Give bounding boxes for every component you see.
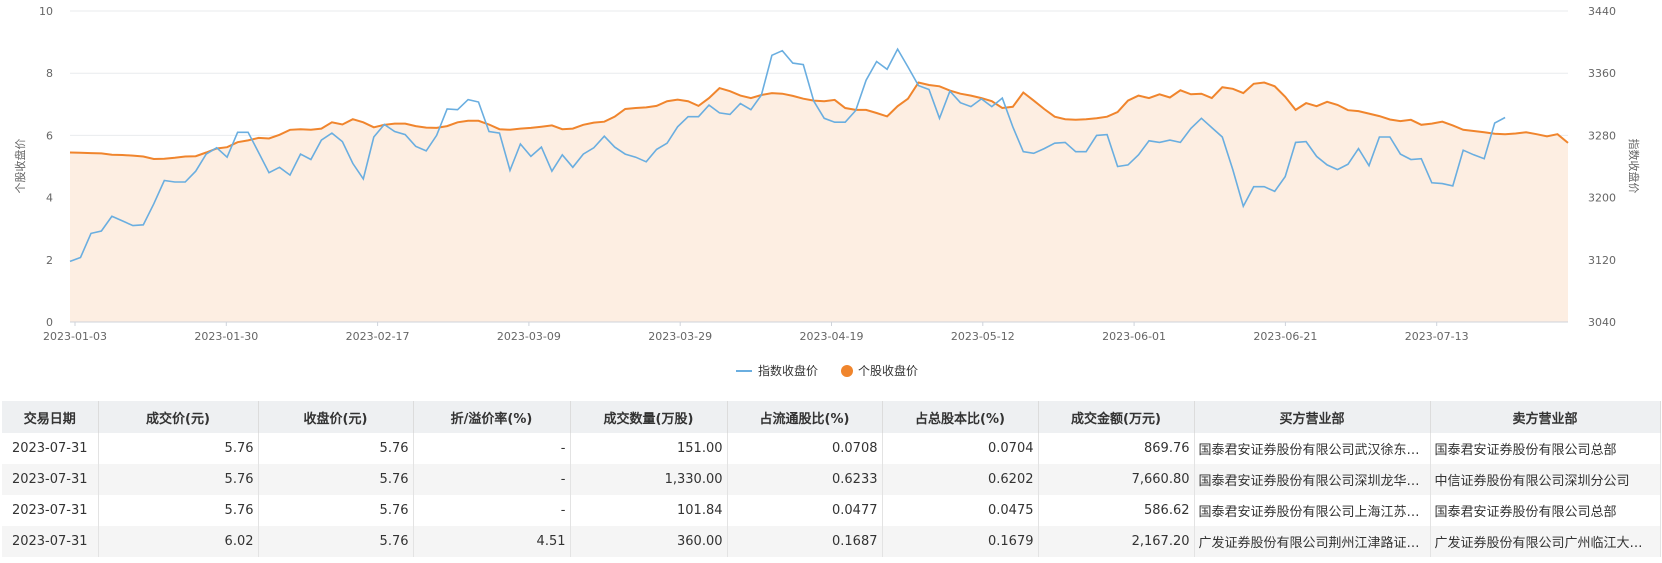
cell-close-price: 5.76 [258,433,414,464]
cell-total-ratio: 0.6202 [882,464,1039,495]
x-tick-label: 2023-03-29 [648,330,712,343]
block-trade-table-container: 交易日期 成交价(元) 收盘价(元) 折/溢价率(%) 成交数量(万股) 占流通… [2,401,1662,557]
cell-trade-date: 2023-07-31 [2,495,99,526]
cell-total-ratio: 0.0475 [882,495,1039,526]
cell-amount: 586.62 [1038,495,1195,526]
cell-trade-date: 2023-07-31 [2,464,99,495]
right-y-tick-label: 3120 [1588,254,1616,267]
cell-premium-rate: - [413,464,571,495]
cell-close-price: 5.76 [258,526,414,557]
legend: 指数收盘价 个股收盘价 [736,363,918,378]
cell-volume: 101.84 [570,495,728,526]
col-header-total-ratio[interactable]: 占总股本比(%) [882,401,1039,433]
x-tick-label: 2023-03-09 [497,330,561,343]
left-y-axis-label: 个股收盘价 [13,139,27,194]
cell-amount: 7,660.80 [1038,464,1195,495]
col-header-trade-price[interactable]: 成交价(元) [98,401,259,433]
cell-float-ratio: 0.6233 [727,464,883,495]
cell-close-price: 5.76 [258,495,414,526]
cell-float-ratio: 0.0708 [727,433,883,464]
cell-trade-price: 5.76 [98,495,259,526]
col-header-seller[interactable]: 卖方营业部 [1430,401,1661,433]
legend-dot-icon [841,365,853,377]
x-tick-label: 2023-05-12 [951,330,1015,343]
cell-trade-date: 2023-07-31 [2,526,99,557]
cell-volume: 360.00 [570,526,728,557]
x-tick-label: 2023-04-19 [800,330,864,343]
right-y-tick-label: 3440 [1588,5,1616,18]
cell-amount: 2,167.20 [1038,526,1195,557]
cell-seller[interactable]: 国泰君安证券股份有限公司总部 [1430,495,1661,526]
left-y-axis-ticks: 0 2 4 6 8 10 [39,5,53,329]
col-header-close-price[interactable]: 收盘价(元) [258,401,414,433]
cell-trade-price: 5.76 [98,433,259,464]
table-row: 2023-07-31 5.76 5.76 - 101.84 0.0477 0.0… [2,495,1661,526]
cell-premium-rate: - [413,495,571,526]
cell-trade-price: 5.76 [98,464,259,495]
left-y-tick-label: 2 [46,254,53,267]
right-y-tick-label: 3200 [1588,192,1616,205]
cell-volume: 151.00 [570,433,728,464]
left-y-tick-label: 10 [39,5,53,18]
cell-float-ratio: 0.1687 [727,526,883,557]
price-chart: 2023-01-03 2023-01-30 2023-02-17 2023-03-09… [13,5,1641,378]
cell-seller[interactable]: 国泰君安证券股份有限公司总部 [1430,433,1661,464]
table-row: 2023-07-31 5.76 5.76 - 151.00 0.0708 0.0… [2,433,1661,464]
x-tick-label: 2023-01-03 [43,330,107,343]
col-header-volume[interactable]: 成交数量(万股) [570,401,728,433]
cell-volume: 1,330.00 [570,464,728,495]
table-row: 2023-07-31 6.02 5.76 4.51 360.00 0.1687 … [2,526,1661,557]
legend-item-stock[interactable]: 个股收盘价 [841,363,918,378]
right-y-axis-label: 指数收盘价 [1627,139,1641,194]
col-header-buyer[interactable]: 买方营业部 [1194,401,1431,433]
col-header-amount[interactable]: 成交金额(万元) [1038,401,1195,433]
left-y-tick-label: 6 [46,129,53,142]
x-axis-ticks: 2023-01-03 2023-01-30 2023-02-17 2023-03-09… [43,322,1469,343]
stock-price-area [70,82,1568,322]
cell-total-ratio: 0.1679 [882,526,1039,557]
x-tick-label: 2023-01-30 [194,330,258,343]
right-y-tick-label: 3360 [1588,67,1616,80]
right-y-axis-ticks: 3040 3120 3200 3280 3360 3440 [1588,5,1616,329]
col-header-trade-date[interactable]: 交易日期 [2,401,99,433]
cell-buyer[interactable]: 国泰君安证券股份有限公司深圳龙华证券营业部 [1194,464,1431,495]
cell-float-ratio: 0.0477 [727,495,883,526]
cell-premium-rate: 4.51 [413,526,571,557]
x-tick-label: 2023-07-13 [1405,330,1469,343]
cell-seller[interactable]: 广发证券股份有限公司广州临江大道证券营业部 [1430,526,1661,557]
cell-total-ratio: 0.0704 [882,433,1039,464]
col-header-premium-rate[interactable]: 折/溢价率(%) [413,401,571,433]
cell-seller[interactable]: 中信证券股份有限公司深圳分公司 [1430,464,1661,495]
cell-amount: 869.76 [1038,433,1195,464]
left-y-tick-label: 8 [46,67,53,80]
cell-buyer[interactable]: 国泰君安证券股份有限公司武汉徐东大街证券营业部 [1194,433,1431,464]
cell-trade-date: 2023-07-31 [2,433,99,464]
cell-close-price: 5.76 [258,464,414,495]
cell-trade-price: 6.02 [98,526,259,557]
table-row: 2023-07-31 5.76 5.76 - 1,330.00 0.6233 0… [2,464,1661,495]
right-y-tick-label: 3040 [1588,316,1616,329]
x-tick-label: 2023-06-01 [1102,330,1166,343]
left-y-tick-label: 0 [46,316,53,329]
legend-label-index: 指数收盘价 [758,363,818,378]
legend-label-stock: 个股收盘价 [858,363,918,378]
left-y-tick-label: 4 [46,192,53,205]
x-tick-label: 2023-02-17 [346,330,410,343]
cell-buyer[interactable]: 广发证券股份有限公司荆州江津路证券营业部 [1194,526,1431,557]
col-header-float-ratio[interactable]: 占流通股比(%) [727,401,883,433]
stock-price-line [69,81,1569,161]
index-price-line [69,47,1506,263]
x-tick-label: 2023-06-21 [1253,330,1317,343]
legend-item-index[interactable]: 指数收盘价 [736,363,818,378]
table-header-row: 交易日期 成交价(元) 收盘价(元) 折/溢价率(%) 成交数量(万股) 占流通… [2,401,1661,433]
cell-premium-rate: - [413,433,571,464]
block-trade-table: 交易日期 成交价(元) 收盘价(元) 折/溢价率(%) 成交数量(万股) 占流通… [2,401,1661,557]
right-y-tick-label: 3280 [1588,129,1616,142]
cell-buyer[interactable]: 国泰君安证券股份有限公司上海江苏路证券营业部 [1194,495,1431,526]
